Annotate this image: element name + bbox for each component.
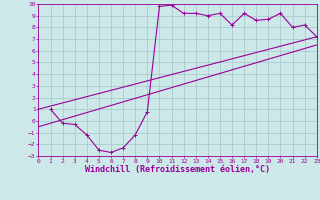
X-axis label: Windchill (Refroidissement éolien,°C): Windchill (Refroidissement éolien,°C) bbox=[85, 165, 270, 174]
